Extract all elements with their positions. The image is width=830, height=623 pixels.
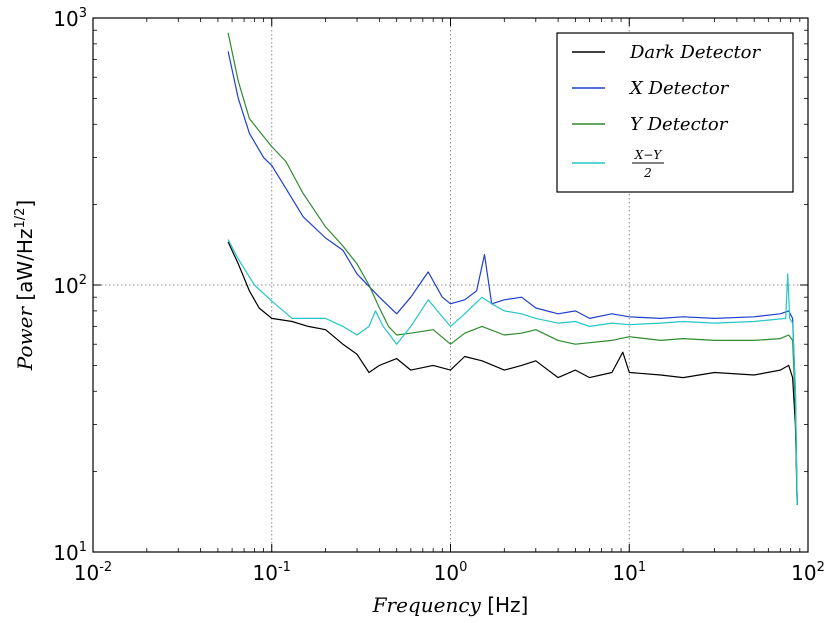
legend: Dark Detector X Detector Y Detector X−Y 2 bbox=[556, 32, 794, 193]
x-tick-label: 10-2 bbox=[74, 560, 112, 585]
legend-box bbox=[556, 32, 794, 193]
y-tick-label: 102 bbox=[53, 273, 87, 298]
x-tick-label-exponent: -1 bbox=[278, 560, 291, 575]
y-axis-label-unit-exponent: 1/2 bbox=[13, 208, 28, 229]
y-tick-label-base: 10 bbox=[53, 274, 78, 298]
x-axis-label-unit: [Hz] bbox=[481, 593, 529, 617]
tick-marks bbox=[92, 17, 809, 553]
y-axis-label: Power [aW/Hz1/2] bbox=[13, 200, 37, 371]
x-tick-label-exponent: 1 bbox=[638, 560, 646, 575]
x-axis-label-name: Frequency bbox=[372, 593, 482, 617]
legend-fraction-numerator: X−Y bbox=[634, 148, 663, 162]
y-tick-label: 101 bbox=[53, 540, 87, 565]
x-tick-label: 10-1 bbox=[253, 560, 291, 585]
series-line-2 bbox=[227, 32, 798, 506]
x-tick-label-base: 10 bbox=[253, 561, 278, 585]
y-tick-label-exponent: 2 bbox=[79, 273, 87, 288]
x-tick-label-exponent: -2 bbox=[99, 560, 112, 575]
x-axis-label: Frequency [Hz] bbox=[372, 593, 529, 617]
x-tick-label-base: 10 bbox=[434, 561, 459, 585]
y-tick-label: 103 bbox=[53, 6, 87, 31]
y-axis-label-unit: [aW/Hz bbox=[13, 229, 37, 307]
x-tick-label-exponent: 2 bbox=[817, 560, 825, 575]
y-tick-label-exponent: 3 bbox=[79, 6, 87, 21]
x-tick-label-base: 10 bbox=[612, 561, 637, 585]
x-tick-label: 100 bbox=[434, 560, 468, 585]
legend-fraction-denominator: 2 bbox=[643, 166, 652, 180]
y-axis-label-unit-close: ] bbox=[13, 200, 37, 208]
legend-label: Dark Detector bbox=[629, 42, 762, 63]
x-tick-label: 102 bbox=[791, 560, 825, 585]
series-line-1 bbox=[227, 51, 798, 506]
y-tick-label-base: 10 bbox=[53, 541, 78, 565]
legend-label: X Detector bbox=[628, 78, 730, 99]
x-tick-label: 101 bbox=[612, 560, 646, 585]
y-tick-label-exponent: 1 bbox=[79, 540, 87, 555]
series-line-0 bbox=[227, 241, 798, 506]
series-line-3 bbox=[227, 239, 798, 506]
y-axis-label-name: Power bbox=[13, 306, 37, 372]
x-tick-label-base: 10 bbox=[74, 561, 99, 585]
x-tick-label-base: 10 bbox=[791, 561, 816, 585]
series-lines bbox=[227, 32, 798, 506]
y-tick-label-base: 10 bbox=[53, 7, 78, 31]
legend-label: Y Detector bbox=[630, 114, 729, 135]
x-tick-label-exponent: 0 bbox=[459, 560, 467, 575]
